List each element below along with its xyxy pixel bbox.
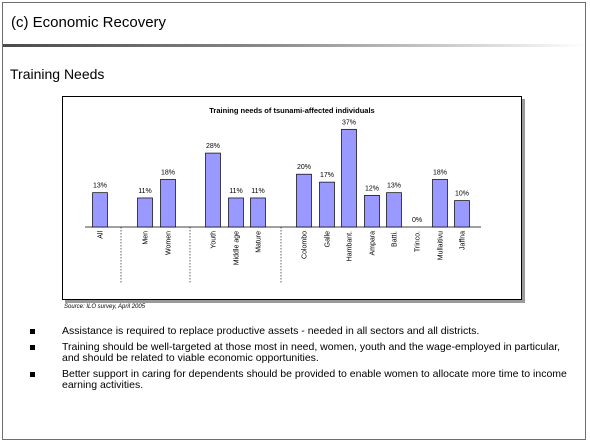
data-label: 18% [161,169,175,176]
bar-chart: Training needs of tsunami-affected indiv… [85,106,481,283]
bullet-list: Assistance is required to replace produc… [30,325,575,396]
data-label: 13% [93,183,107,190]
slide-frame [2,2,586,440]
bar [364,194,380,228]
bar [319,181,335,228]
tick-label: Mature [256,231,263,253]
data-label: 12% [365,185,379,192]
bullet-text: Better support in caring for dependents … [62,367,567,391]
bar [160,179,176,228]
tick-label: Middle age [234,231,241,265]
tick-label: Men [143,231,150,245]
bar [205,152,221,228]
tick-label: All [98,231,105,239]
slide-subtitle: Training Needs [10,66,105,82]
tick-label: Galle [325,231,332,247]
bar [137,197,153,228]
tick-label: Batti. [392,231,399,247]
bar [386,192,402,228]
tick-label: Mullaitivu [438,231,445,260]
bar [228,197,244,228]
bar [250,197,266,228]
tick-label: Colombo [302,231,309,259]
chart-title: Training needs of tsunami-affected indiv… [209,106,374,115]
data-label: 18% [433,169,447,176]
square-bullet-icon [30,329,35,334]
data-label: 13% [387,183,401,190]
title-divider [3,44,585,47]
data-label: 0% [412,217,422,224]
data-label: 28% [206,143,220,150]
bar [296,173,312,228]
chart-source-note: Source: ILO survey, April 2005 [64,304,146,310]
tick-label: Trinco. [415,231,422,252]
tick-label: Jaffna [460,231,467,250]
bullet-item: Assistance is required to replace produc… [30,325,575,338]
tick-label: Hambant. [347,231,354,261]
bullet-text: Training should be well-targeted at thos… [62,340,561,364]
tick-label: Youth [211,231,218,249]
square-bullet-icon [30,344,35,350]
data-label: 11% [138,188,152,195]
data-label: 10% [455,191,469,198]
bar [92,192,108,228]
bar [341,128,357,228]
data-label: 11% [229,188,243,195]
data-label: 37% [342,119,356,126]
title-bar: (c) Economic Recovery [3,3,585,43]
tick-label: Women [166,231,173,255]
data-label: 20% [297,164,311,171]
slide-title: (c) Economic Recovery [11,14,167,31]
bullet-text: Assistance is required to replace produc… [62,325,480,337]
bullet-item: Training should be well-targeted at thos… [30,340,575,365]
data-label: 11% [251,188,265,195]
bar [432,179,448,228]
square-bullet-icon [30,371,35,377]
bullet-item: Better support in caring for dependents … [30,367,575,392]
chart-container: Training needs of tsunami-affected indiv… [62,96,522,300]
tick-label: Ampara [370,231,377,256]
bar [454,200,470,228]
data-label: 17% [320,172,334,179]
